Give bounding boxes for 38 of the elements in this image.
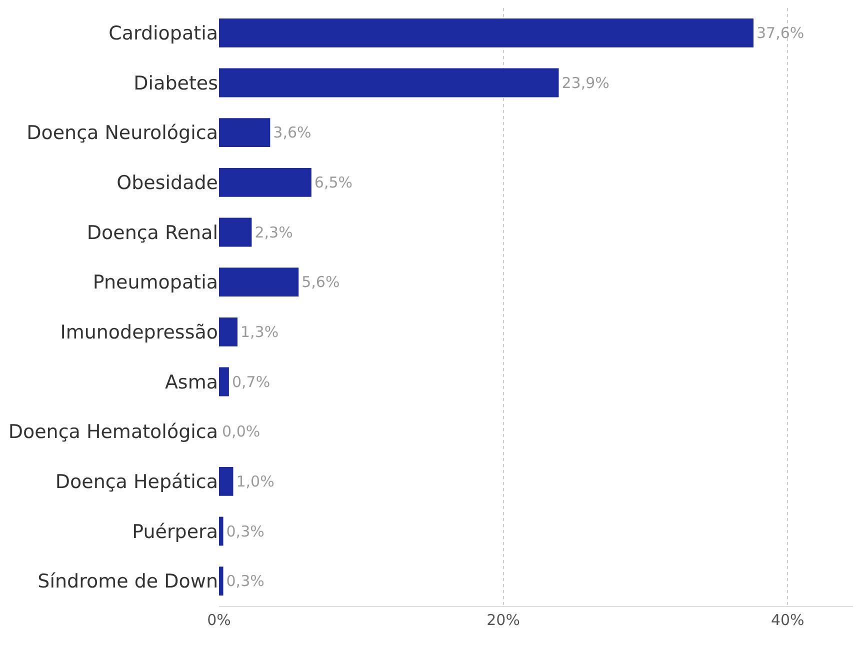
- x-tick-label: 0%: [207, 611, 231, 629]
- bar: [219, 168, 312, 197]
- data-label: 1,3%: [240, 322, 279, 341]
- bar: [219, 566, 224, 596]
- y-tick-label: Doença Renal: [86, 222, 218, 244]
- data-label: 1,0%: [236, 472, 274, 490]
- bar: [219, 68, 559, 98]
- y-tick-label: Puérpera: [132, 520, 218, 543]
- data-label: 6,5%: [314, 173, 353, 192]
- data-label: 0,3%: [226, 522, 264, 540]
- data-label: 5,6%: [302, 273, 340, 292]
- y-tick-label: Obesidade: [116, 172, 218, 194]
- data-label: 0,0%: [222, 422, 260, 441]
- x-tick-label: 20%: [486, 611, 520, 629]
- bar: [219, 118, 270, 148]
- x-tick-label: 40%: [770, 611, 804, 629]
- y-tick-label: Asma: [164, 371, 218, 394]
- y-tick-label: Síndrome de Down: [38, 570, 218, 593]
- data-label: 2,3%: [254, 223, 293, 242]
- bar: [219, 466, 234, 496]
- y-tick-label: Doença Hematológica: [8, 421, 218, 444]
- bar: [219, 367, 229, 396]
- data-label: 23,9%: [562, 74, 610, 92]
- y-tick-label: Doença Hepática: [55, 471, 218, 494]
- data-label: 0,3%: [226, 572, 264, 590]
- data-label: 3,6%: [273, 124, 312, 142]
- bar: [219, 516, 224, 546]
- y-tick-label: Diabetes: [134, 72, 218, 94]
- bar: [219, 268, 299, 297]
- y-tick-label: Cardiopatia: [108, 22, 218, 45]
- bar: [219, 218, 252, 247]
- bar: [219, 18, 754, 48]
- data-label: 37,6%: [756, 24, 804, 42]
- y-tick-label: Doença Neurológica: [26, 122, 218, 144]
- bar: [219, 317, 238, 346]
- y-tick-label: Pneumopatia: [92, 272, 218, 294]
- data-label: 0,7%: [232, 372, 270, 391]
- y-tick-label: Imunodepressão: [60, 322, 218, 344]
